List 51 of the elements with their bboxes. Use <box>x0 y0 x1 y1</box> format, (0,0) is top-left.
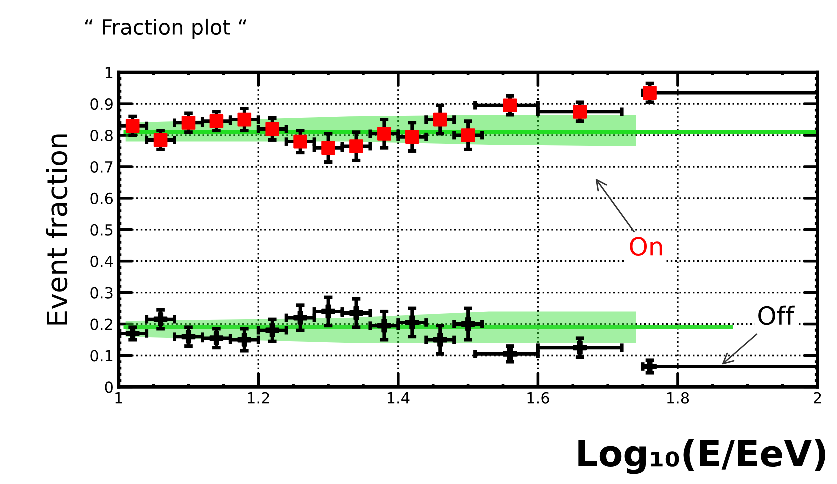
x-tick-label: 1.6 <box>528 392 550 404</box>
y-tick-label: 0.8 <box>90 130 113 142</box>
y-tick-label: 0.1 <box>90 350 113 362</box>
point <box>378 127 392 141</box>
point <box>433 333 448 347</box>
x-axis-title: Log₁₀(E/EeV) <box>578 439 826 474</box>
point <box>461 317 476 332</box>
point <box>350 306 364 320</box>
point <box>503 98 518 113</box>
y-tick-label: 0.7 <box>90 161 113 173</box>
y-axis-title: Event fraction <box>46 134 68 325</box>
y-tick-label: 0.5 <box>90 224 113 236</box>
point <box>461 128 476 142</box>
point <box>405 316 420 330</box>
x-tick-label: 1.2 <box>248 392 270 404</box>
point <box>322 304 336 319</box>
point <box>266 324 280 338</box>
point <box>154 312 168 326</box>
point <box>238 333 252 347</box>
y-tick-label: 0.4 <box>90 256 114 268</box>
point <box>378 318 392 333</box>
y-tick-label: 0.2 <box>90 318 112 330</box>
point <box>294 311 308 325</box>
y-tick-label: 1 <box>106 67 113 78</box>
point <box>182 330 196 344</box>
point <box>573 340 588 355</box>
point <box>210 332 224 346</box>
point <box>182 116 196 130</box>
point <box>154 133 168 148</box>
point <box>405 130 420 144</box>
point <box>126 119 140 133</box>
x-tick-label: 1.8 <box>668 392 690 404</box>
y-tick-label: 0.9 <box>90 98 113 110</box>
point <box>573 105 588 119</box>
x-tick-label: 1.4 <box>388 392 410 404</box>
annotation: Off <box>758 306 795 326</box>
chart-title: “ Fraction plot “ <box>85 18 246 40</box>
y-tick-label: 0.6 <box>90 192 114 204</box>
y-tick-label: 0 <box>105 382 113 394</box>
point <box>266 122 280 136</box>
point <box>322 141 336 156</box>
x-tick-label: 1 <box>116 392 122 404</box>
y-tick-label: 0.3 <box>90 287 113 299</box>
point <box>503 347 518 362</box>
annotation: On <box>630 237 662 256</box>
point <box>238 112 252 127</box>
point <box>433 112 448 127</box>
point <box>350 140 364 154</box>
x-tick-label: 2 <box>814 392 822 404</box>
point <box>210 114 224 128</box>
point <box>294 134 308 149</box>
